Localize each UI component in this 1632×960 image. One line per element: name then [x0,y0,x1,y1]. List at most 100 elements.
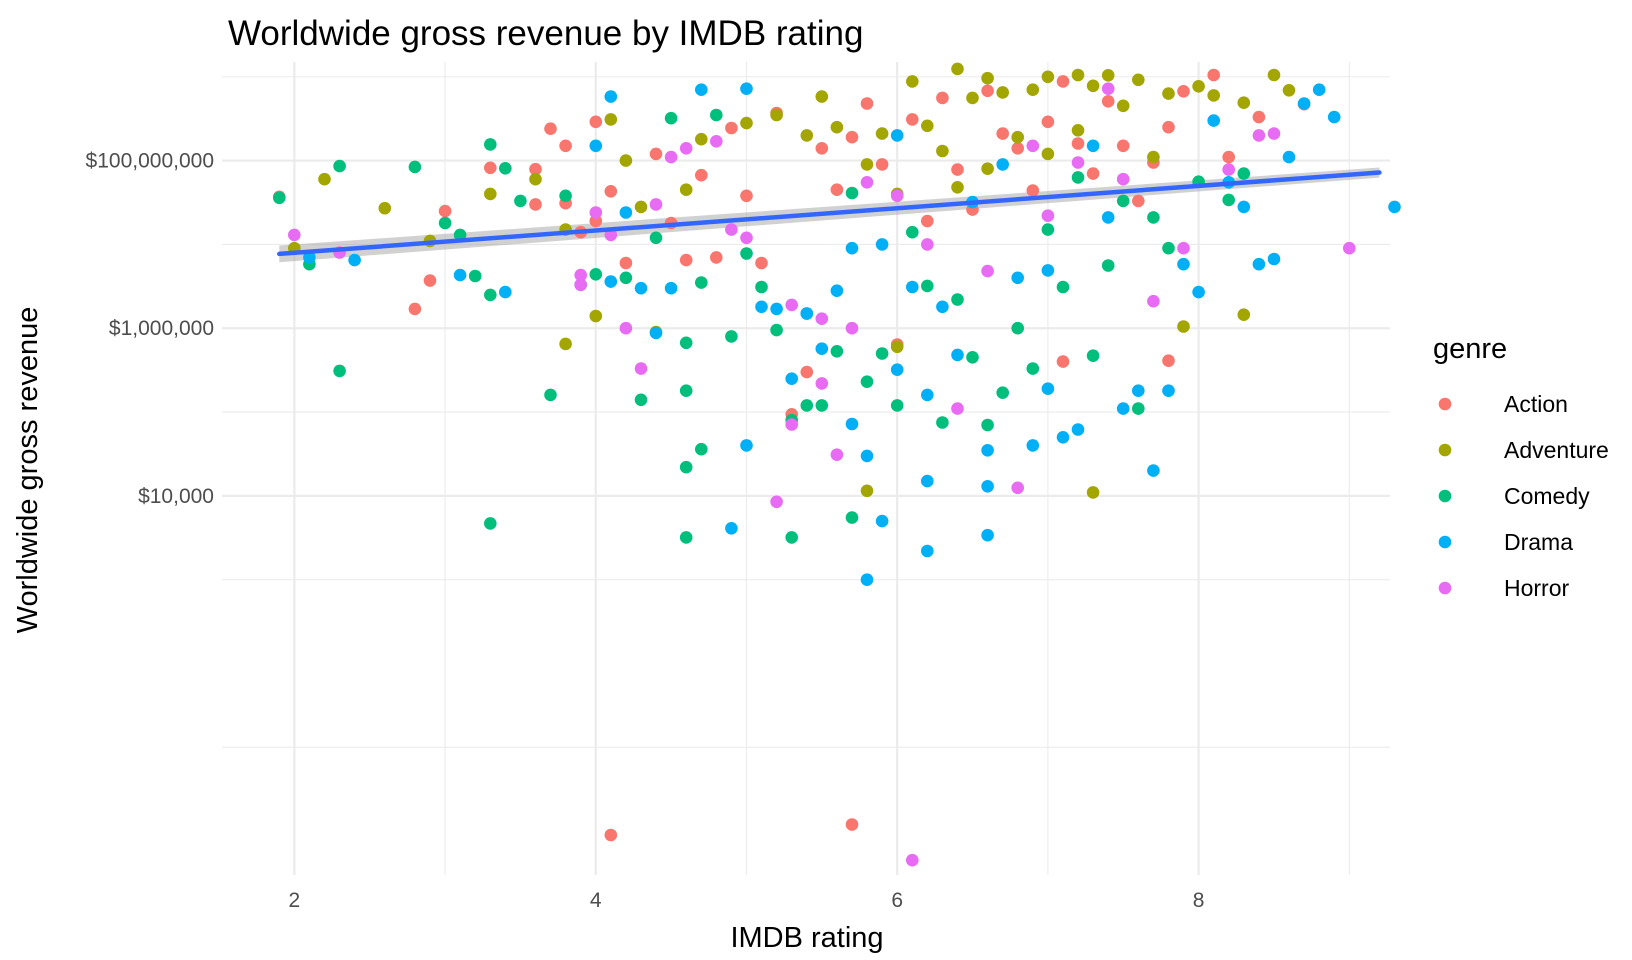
data-point-adventure [921,119,934,133]
data-point-comedy [800,399,814,412]
data-point-drama [499,285,512,299]
data-point-drama [634,281,648,295]
data-point-adventure [1086,486,1100,499]
data-point-drama [740,439,753,452]
data-point-comedy [619,271,633,285]
data-point-comedy [273,191,286,205]
data-point-action [921,214,934,228]
data-point-adventure [951,62,964,76]
data-point-adventure [1267,68,1281,82]
data-point-comedy [1071,171,1085,184]
data-point-action [529,198,542,211]
data-point-comedy [514,194,527,208]
data-point-horror [1147,294,1160,308]
data-point-comedy [710,108,723,122]
data-point-action [1177,85,1190,98]
data-point-comedy [679,336,693,350]
data-point-drama [1237,200,1251,214]
data-point-action [649,147,663,161]
data-point-action [423,274,437,287]
data-point-action [544,122,557,135]
data-point-adventure [1101,69,1115,82]
data-point-adventure [830,120,844,134]
data-point-drama [695,83,708,96]
data-point-comedy [438,216,452,230]
data-point-adventure [981,71,994,85]
data-point-drama [1252,257,1266,271]
legend-key-comedy [1438,489,1452,503]
data-point-horror [574,278,587,292]
data-point-comedy [996,386,1009,400]
data-point-drama [1282,150,1296,164]
data-point-drama [1327,110,1341,124]
x-axis-title: IMDB rating [730,922,883,954]
data-point-comedy [966,351,979,364]
data-point-comedy [906,225,919,239]
data-point-comedy [589,268,603,281]
data-point-adventure [981,162,994,175]
data-point-comedy [951,293,964,306]
data-point-action [484,161,497,175]
data-point-action [906,113,919,126]
data-point-drama [921,474,934,488]
data-point-drama [800,307,814,320]
data-point-adventure [860,484,874,498]
data-point-drama [1297,97,1311,110]
data-point-comedy [664,111,678,125]
data-point-action [1101,95,1115,108]
data-point-action [815,142,829,155]
data-point-comedy [499,162,512,175]
data-point-drama [845,241,859,255]
data-point-adventure [529,172,542,186]
data-point-drama [770,302,783,316]
data-point-drama [1086,139,1100,153]
data-point-drama [649,326,663,340]
legend: genre Action Adventure Comedy Drama Horror [1433,333,1609,601]
data-point-comedy [1041,223,1055,236]
data-point-comedy [755,280,768,294]
data-point-comedy [1026,362,1040,375]
data-point-horror [981,264,994,278]
data-point-drama [785,372,798,386]
data-point-adventure [695,132,708,146]
data-point-comedy [785,531,798,544]
data-point-drama [906,280,919,294]
data-point-horror [634,362,648,375]
data-point-horror [740,231,753,245]
data-point-horror [1101,82,1115,95]
legend-label-horror: Horror [1504,575,1570,601]
data-point-horror [1222,163,1235,176]
legend-label-drama: Drama [1504,529,1573,555]
data-point-action [951,163,964,176]
data-point-action [710,251,723,264]
data-point-drama [1207,114,1220,127]
data-point-adventure [1237,308,1251,322]
data-point-action [1252,110,1266,124]
data-point-adventure [318,172,331,186]
data-point-comedy [484,517,497,530]
data-point-comedy [815,399,829,412]
data-point-adventure [770,108,783,122]
data-point-drama [664,281,678,295]
data-point-action [1056,75,1070,88]
data-point-action [1116,139,1130,153]
data-point-drama [1388,200,1401,214]
data-point-drama [1192,285,1205,299]
x-tick-labels: 2 4 6 8 [288,889,1204,912]
data-point-action [408,302,422,316]
data-point-adventure [1147,150,1160,164]
data-point-adventure [740,116,753,130]
data-point-drama [951,348,964,362]
data-point-action [996,127,1009,140]
data-point-horror [1252,129,1266,142]
data-point-drama [453,268,467,282]
data-point-horror [1116,172,1130,186]
data-point-comedy [1056,280,1070,294]
data-point-drama [348,253,361,267]
data-point-drama [921,388,934,402]
data-point-adventure [875,127,889,140]
legend-items: Action Adventure Comedy Drama Horror [1438,391,1609,601]
data-point-drama [1041,382,1055,396]
data-point-action [1071,137,1085,150]
